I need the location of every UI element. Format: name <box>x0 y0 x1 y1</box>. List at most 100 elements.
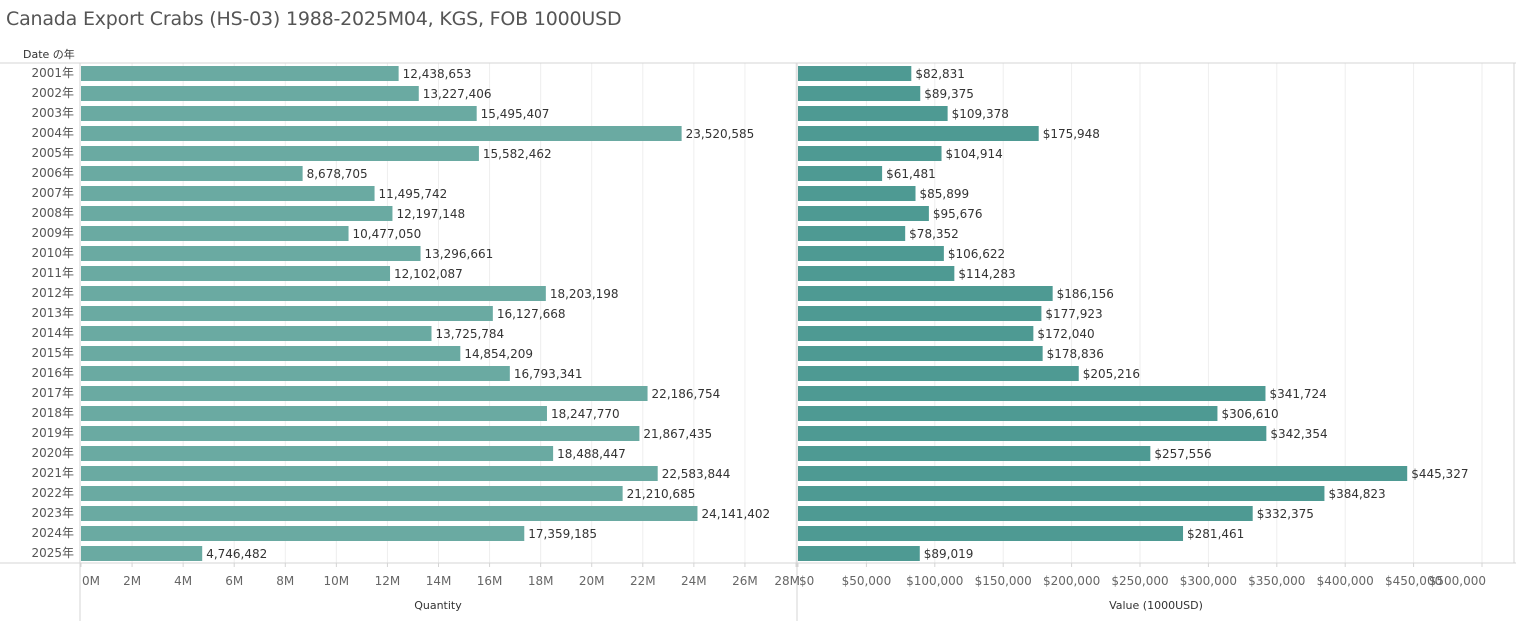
value-bar[interactable] <box>798 466 1408 481</box>
quantity-bar[interactable] <box>81 106 477 121</box>
value-bar[interactable] <box>798 146 942 161</box>
value-bar[interactable] <box>798 186 916 201</box>
row-label: 2006年 <box>31 166 74 180</box>
quantity-data-label: 18,247,770 <box>551 407 620 421</box>
quantity-bar[interactable] <box>81 506 698 521</box>
value-bar[interactable] <box>798 546 920 561</box>
value-bar[interactable] <box>798 366 1079 381</box>
value-bar[interactable] <box>798 506 1253 521</box>
value-data-label: $384,823 <box>1328 487 1385 501</box>
value-data-label: $178,836 <box>1047 347 1104 361</box>
quantity-bar[interactable] <box>81 366 510 381</box>
quantity-tick-label: 24M <box>681 574 707 588</box>
quantity-bar[interactable] <box>81 266 391 281</box>
quantity-bar[interactable] <box>81 246 421 261</box>
quantity-bar[interactable] <box>81 126 682 141</box>
value-bar[interactable] <box>798 286 1053 301</box>
value-tick-label: $450,000 <box>1385 574 1442 588</box>
row-label: 2020年 <box>31 446 74 460</box>
value-data-label: $205,216 <box>1083 367 1140 381</box>
value-data-label: $85,899 <box>920 187 970 201</box>
row-labels: 2001年 2002年 2003年 2004年 2005年 2006年 2007年 2008年… <box>31 66 74 560</box>
quantity-data-label: 15,495,407 <box>481 107 550 121</box>
row-label: 2024年 <box>31 526 74 540</box>
quantity-bar[interactable] <box>81 466 658 481</box>
value-data-label: $89,019 <box>924 547 974 561</box>
value-bar[interactable] <box>798 326 1034 341</box>
axes: 0M 2M 4M 6M 8M 10M 12M 14M 16M 18M 20M 22M 24M 26M 28M… <box>80 563 1486 612</box>
quantity-data-label: 18,488,447 <box>557 447 626 461</box>
quantity-data-label: 21,867,435 <box>643 427 712 441</box>
value-bar[interactable] <box>798 386 1266 401</box>
value-bar[interactable] <box>798 486 1325 501</box>
quantity-bar[interactable] <box>81 286 546 301</box>
value-bar[interactable] <box>798 206 929 221</box>
value-data-label: $104,914 <box>946 147 1003 161</box>
quantity-bar[interactable] <box>81 226 349 241</box>
row-label: 2012年 <box>31 286 74 300</box>
row-label: 2003年 <box>31 106 74 120</box>
value-bar[interactable] <box>798 406 1218 421</box>
value-tick-label: $150,000 <box>975 574 1032 588</box>
value-tick-label: $200,000 <box>1043 574 1100 588</box>
quantity-bar[interactable] <box>81 186 375 201</box>
quantity-tick-label: 20M <box>579 574 605 588</box>
row-label: 2023年 <box>31 506 74 520</box>
quantity-bar[interactable] <box>81 446 554 461</box>
value-bar[interactable] <box>798 166 883 181</box>
quantity-bar[interactable] <box>81 426 640 441</box>
chart-title: Canada Export Crabs (HS-03) 1988-2025M04… <box>6 8 622 30</box>
quantity-data-label: 13,227,406 <box>423 87 492 101</box>
quantity-bar[interactable] <box>81 166 303 181</box>
quantity-data-label: 17,359,185 <box>528 527 597 541</box>
value-bar[interactable] <box>798 106 948 121</box>
value-tick-label: $250,000 <box>1111 574 1168 588</box>
quantity-axis-title: Quantity <box>414 599 462 612</box>
quantity-bar[interactable] <box>81 66 399 81</box>
quantity-bar[interactable] <box>81 326 432 341</box>
quantity-data-label: 13,725,784 <box>435 327 504 341</box>
quantity-data-label: 14,854,209 <box>464 347 533 361</box>
value-data-label: $106,622 <box>948 247 1005 261</box>
quantity-tick-label: 6M <box>225 574 243 588</box>
value-data-label: $281,461 <box>1187 527 1244 541</box>
quantity-panel: 12,438,653 13,227,406 15,495,407 23,520,585… <box>81 66 770 561</box>
quantity-bar[interactable] <box>81 146 479 161</box>
quantity-tick-label: 0M <box>82 574 100 588</box>
value-bar[interactable] <box>798 126 1039 141</box>
value-bar[interactable] <box>798 266 955 281</box>
quantity-bar[interactable] <box>81 546 203 561</box>
value-data-label: $177,923 <box>1045 307 1102 321</box>
value-bar[interactable] <box>798 66 912 81</box>
quantity-bar[interactable] <box>81 306 493 321</box>
quantity-bar[interactable] <box>81 386 648 401</box>
row-label: 2016年 <box>31 366 74 380</box>
value-bar[interactable] <box>798 306 1042 321</box>
quantity-data-label: 18,203,198 <box>550 287 619 301</box>
quantity-tick-label: 18M <box>528 574 554 588</box>
value-bar[interactable] <box>798 346 1043 361</box>
quantity-bar[interactable] <box>81 526 525 541</box>
value-bar[interactable] <box>798 226 906 241</box>
row-label: 2014年 <box>31 326 74 340</box>
value-bar[interactable] <box>798 526 1184 541</box>
value-data-label: $257,556 <box>1154 447 1211 461</box>
quantity-data-label: 13,296,661 <box>425 247 494 261</box>
row-label: 2010年 <box>31 246 74 260</box>
value-bar[interactable] <box>798 246 944 261</box>
quantity-data-label: 12,102,087 <box>394 267 463 281</box>
value-bar[interactable] <box>798 86 921 101</box>
quantity-bar[interactable] <box>81 86 419 101</box>
quantity-bar[interactable] <box>81 206 393 221</box>
quantity-bar[interactable] <box>81 346 461 361</box>
quantity-bar[interactable] <box>81 486 623 501</box>
quantity-tick-label: 8M <box>276 574 294 588</box>
value-bar[interactable] <box>798 446 1151 461</box>
row-label: 2009年 <box>31 226 74 240</box>
quantity-tick-label: 4M <box>174 574 192 588</box>
value-bar[interactable] <box>798 426 1267 441</box>
row-label: 2018年 <box>31 406 74 420</box>
row-label: 2002年 <box>31 86 74 100</box>
value-data-label: $186,156 <box>1057 287 1114 301</box>
quantity-bar[interactable] <box>81 406 547 421</box>
